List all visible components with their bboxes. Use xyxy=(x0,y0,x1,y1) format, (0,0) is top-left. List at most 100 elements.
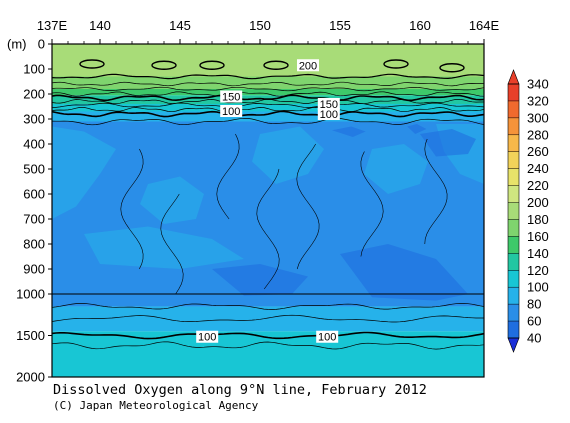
colorbar-label-13: 80 xyxy=(527,297,541,312)
light-patch-4 xyxy=(84,226,244,269)
x-tick-label-3: 150 xyxy=(249,18,271,33)
x-tick-label-4: 155 xyxy=(329,18,351,33)
colorbar-label-5: 240 xyxy=(527,161,549,176)
colorbar-label-10: 140 xyxy=(527,246,549,261)
contour-line-2 xyxy=(52,86,484,92)
colorbar-label-11: 120 xyxy=(527,263,549,278)
x-tick-label-2: 145 xyxy=(169,18,191,33)
colorbar-label-4: 260 xyxy=(527,144,549,159)
contour-label-bg-5 xyxy=(196,330,219,343)
deep-contour-6 xyxy=(256,168,280,290)
light-patch-3 xyxy=(364,144,428,194)
colorbar-min-arrow xyxy=(507,337,520,353)
contour-label-0: 200 xyxy=(299,60,317,72)
colorbar-segment-7 xyxy=(508,202,519,220)
contour-line-6 xyxy=(52,102,484,108)
contour-line-1 xyxy=(52,81,484,87)
contour-label-bg-1 xyxy=(220,90,243,103)
contour-line-8 xyxy=(52,110,484,118)
plot-area xyxy=(52,44,484,377)
y-tick-label-8: 800 xyxy=(23,237,45,252)
y-tick-label-9: 900 xyxy=(23,262,45,277)
y-tick-label-2: 200 xyxy=(23,87,45,102)
contour-line-10 xyxy=(52,303,484,310)
dark-patch-0 xyxy=(340,244,468,301)
dark-patch-4 xyxy=(407,124,427,134)
y-tick-label-12: 2000 xyxy=(16,370,45,385)
depth-band-2 xyxy=(52,76,484,89)
y-tick-label-3: 300 xyxy=(23,112,45,127)
colorbar-segment-11 xyxy=(508,270,519,288)
colorbar-label-12: 100 xyxy=(527,280,549,295)
dark-patch-3 xyxy=(332,126,366,137)
x-tick-label-0: 137E xyxy=(37,18,68,33)
colorbar-label-8: 180 xyxy=(527,212,549,227)
contour-label-4: 100 xyxy=(320,109,338,121)
deep-contour-3 xyxy=(360,151,384,257)
colorbar-segment-0 xyxy=(508,84,519,102)
y-tick-label-5: 500 xyxy=(23,162,45,177)
colorbar-label-6: 220 xyxy=(527,178,549,193)
contour-line-3 xyxy=(52,91,484,97)
colorbar-max-arrow xyxy=(507,69,520,85)
contour-label-bg-6 xyxy=(316,330,339,343)
y-tick-label-6: 600 xyxy=(23,187,45,202)
colorbar-segment-13 xyxy=(508,304,519,322)
contour-line-9 xyxy=(52,117,484,126)
contour-label-2: 100 xyxy=(222,106,240,118)
contour-label-bg-0 xyxy=(297,59,319,72)
dark-patch-1 xyxy=(212,264,308,296)
contour-loop-4 xyxy=(383,59,409,69)
contour-loop-5 xyxy=(439,63,465,73)
y-tick-label-4: 400 xyxy=(23,137,45,152)
deep-contour-4 xyxy=(424,138,448,245)
colorbar-segment-5 xyxy=(508,168,519,187)
deep-contour-1 xyxy=(216,133,240,220)
depth-band-11 xyxy=(52,331,484,377)
colorbar-segment-8 xyxy=(508,219,519,237)
light-patch-1 xyxy=(140,176,204,224)
colorbar-segment-6 xyxy=(508,185,519,204)
y-tick-label-0: 0 xyxy=(38,37,45,52)
x-tick-label-6: 164E xyxy=(469,18,500,33)
colorbar-segment-3 xyxy=(508,134,519,153)
y-axis-ticks: 0 100 200 300 400 500 600 700 800 900 1000 1500 2000… xyxy=(7,37,52,385)
y-tick-label-1: 100 xyxy=(23,62,45,77)
x-axis-ticks: 137E 140 145 150 155 160 164E xyxy=(37,18,500,44)
contour-label-1: 150 xyxy=(222,92,240,104)
colorbar-label-1: 320 xyxy=(527,93,549,108)
plot-frame xyxy=(51,43,485,378)
colorbar-segment-9 xyxy=(508,236,519,254)
contour-line-7 xyxy=(52,107,484,113)
contour-label-5: 100 xyxy=(198,332,216,344)
colorbar-segment-1 xyxy=(508,100,519,119)
contour-loop-2 xyxy=(199,60,225,70)
contour-line-5 xyxy=(52,98,484,105)
depth-band-1 xyxy=(52,51,484,77)
colorbar-label-9: 160 xyxy=(527,229,549,244)
colorbar-label-14: 60 xyxy=(527,314,541,329)
x-tick-label-1: 140 xyxy=(89,18,111,33)
depth-band-6 xyxy=(52,111,484,122)
contour-loop-3 xyxy=(263,60,289,70)
y-tick-label-7: 700 xyxy=(23,212,45,227)
contour-label-bg-4 xyxy=(317,108,340,120)
contour-loop-0 xyxy=(79,59,105,69)
oxygen-patches xyxy=(52,124,484,301)
colorbar-label-0: 340 xyxy=(527,77,549,92)
colorbar-label-7: 200 xyxy=(527,195,549,210)
contour-lines xyxy=(52,59,484,350)
chart-title: Dissolved Oxygen along 9°N line, Februar… xyxy=(53,382,427,398)
depth-band-10 xyxy=(52,306,484,332)
colorbar-label-3: 280 xyxy=(527,127,549,142)
colorbar-segment-14 xyxy=(508,321,519,339)
chart-credit: (C) Japan Meteorological Agency xyxy=(53,399,259,412)
contour-label-6: 100 xyxy=(318,332,336,344)
x-tick-label-5: 160 xyxy=(409,18,431,33)
colorbar-segment-12 xyxy=(508,287,519,305)
colorbar-label-2: 300 xyxy=(527,110,549,125)
y-tick-label-11: 1500 xyxy=(16,328,45,343)
colorbar-segment-10 xyxy=(508,253,519,271)
